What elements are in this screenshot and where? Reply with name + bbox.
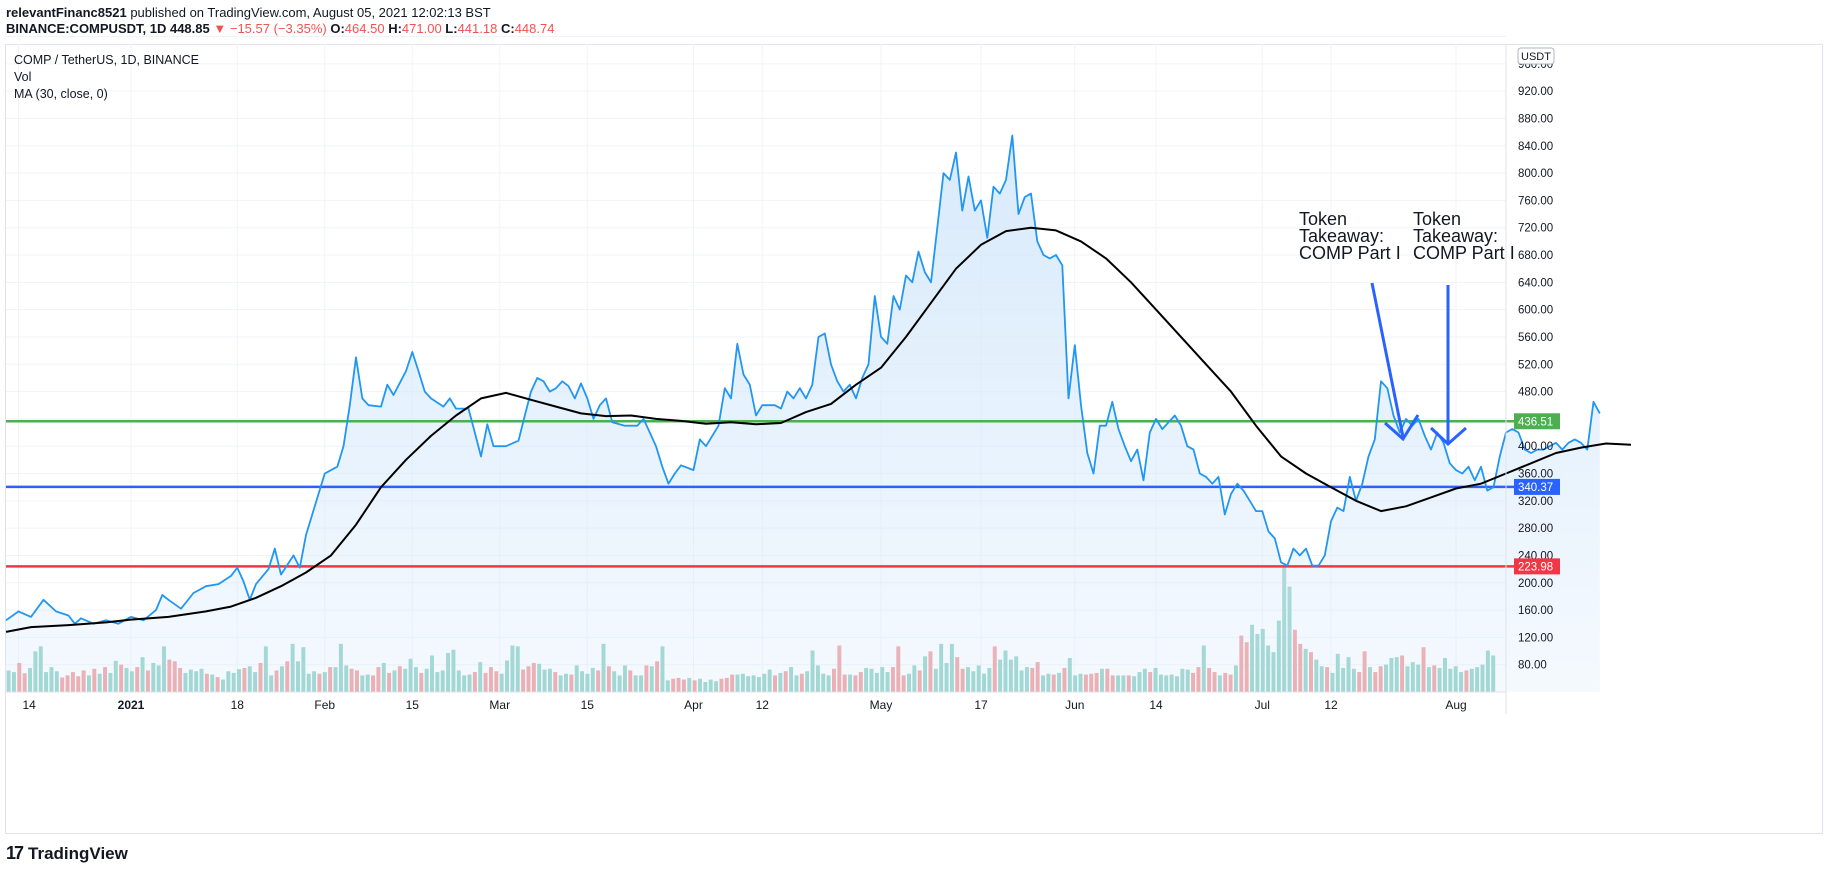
x-tick-label-1: 2021 — [118, 698, 145, 712]
published-text: published on TradingView.com, August 05,… — [130, 5, 491, 20]
last-price: 448.85 — [169, 21, 210, 36]
low-value: 441.18 — [457, 21, 498, 36]
annotation-0-line-2: COMP Part I — [1299, 243, 1401, 263]
x-tick-label-15: Aug — [1445, 698, 1466, 712]
annotation-0-line-0: Token — [1299, 209, 1347, 229]
unit-label: USDT — [1521, 51, 1551, 63]
x-tick-label-7: Apr — [684, 698, 703, 712]
y-tick-label-0: 80.00 — [1518, 660, 1547, 672]
y-tick-label-8: 400.00 — [1518, 441, 1553, 453]
level-label-2: 223.98 — [1518, 561, 1553, 573]
annotation-arrowhead-1 — [1429, 426, 1467, 447]
close-label: C: — [500, 21, 515, 36]
level-label-0: 436.51 — [1518, 416, 1553, 428]
x-tick-label-8: 12 — [756, 698, 770, 712]
annotation-1-line-1: Takeaway: — [1413, 226, 1498, 246]
y-tick-label-17: 760.00 — [1518, 195, 1553, 207]
open-label: O: — [330, 21, 345, 36]
y-tick-label-11: 520.00 — [1518, 359, 1553, 371]
y-tick-label-3: 200.00 — [1518, 578, 1553, 590]
y-tick-label-10: 480.00 — [1518, 387, 1553, 399]
ohlc-header: BINANCE:COMPUSDT, 1D 448.85 ▼ −15.57 (−3… — [6, 21, 554, 36]
y-tick-label-5: 280.00 — [1518, 523, 1553, 535]
level-badge-0 — [1514, 413, 1560, 430]
open-value: 464.50 — [344, 21, 385, 36]
y-tick-label-19: 840.00 — [1518, 141, 1553, 153]
legend-title[interactable]: COMP / TetherUS, 1D, BINANCE — [14, 53, 200, 67]
x-tick-label-6: 15 — [581, 698, 595, 712]
chart-frame — [5, 44, 1823, 834]
y-tick-label-14: 640.00 — [1518, 277, 1553, 289]
tradingview-logo-icon: 17 — [6, 843, 24, 863]
y-tick-label-13: 600.00 — [1518, 305, 1553, 317]
price-line — [5, 134, 1601, 625]
unit-badge — [1517, 47, 1555, 65]
y-tick-label-7: 360.00 — [1518, 469, 1553, 481]
change-arrow-icon: ▼ — [213, 21, 227, 36]
legend-ma[interactable]: MA (30, close, 0) — [14, 87, 108, 101]
tradingview-footer[interactable]: 17 TradingView — [6, 843, 128, 864]
high-value: 471.00 — [401, 21, 442, 36]
x-tick-label-5: Mar — [489, 698, 510, 712]
x-tick-label-9: May — [870, 698, 893, 712]
x-tick-label-10: 17 — [974, 698, 988, 712]
y-tick-label-18: 800.00 — [1518, 168, 1553, 180]
close-value: 448.74 — [514, 21, 555, 36]
y-tick-label-20: 880.00 — [1518, 113, 1553, 125]
y-tick-label-15: 680.00 — [1518, 250, 1553, 262]
x-tick-label-4: 15 — [406, 698, 420, 712]
legend-vol[interactable]: Vol — [14, 70, 32, 84]
tradingview-brand: TradingView — [28, 843, 128, 863]
x-tick-label-14: 12 — [1324, 698, 1338, 712]
annotation-arrow-0 — [1370, 282, 1405, 438]
x-tick-label-12: 14 — [1149, 698, 1163, 712]
y-tick-label-1: 120.00 — [1518, 632, 1553, 644]
y-tick-label-12: 560.00 — [1518, 332, 1553, 344]
x-tick-label-0: 14 — [23, 698, 37, 712]
x-tick-label-3: Feb — [314, 698, 335, 712]
annotation-0-line-1: Takeaway: — [1299, 226, 1384, 246]
x-tick-label-11: Jun — [1065, 698, 1084, 712]
moving-average-line — [5, 226, 1632, 633]
y-tick-label-21: 920.00 — [1518, 86, 1553, 98]
x-tick-label-13: Jul — [1255, 698, 1270, 712]
y-tick-label-2: 160.00 — [1518, 605, 1553, 617]
change-value: −15.57 (−3.35%) — [229, 21, 327, 36]
x-tick-label-2: 18 — [231, 698, 245, 712]
publisher-name[interactable]: relevantFinanc8521 — [6, 5, 127, 20]
annotation-1-line-2: COMP Part I — [1413, 243, 1515, 263]
high-label: H: — [388, 21, 402, 36]
y-tick-label-16: 720.00 — [1518, 223, 1553, 235]
y-tick-label-6: 320.00 — [1518, 496, 1553, 508]
symbol-line: BINANCE:COMPUSDT, 1D — [6, 21, 167, 36]
publish-info: relevantFinanc8521 published on TradingV… — [6, 5, 491, 20]
annotation-arrowhead-0 — [1384, 414, 1420, 442]
low-label: L: — [445, 21, 458, 36]
annotation-1-line-0: Token — [1413, 209, 1461, 229]
level-label-1: 340.37 — [1518, 482, 1553, 494]
level-badge-2 — [1514, 558, 1560, 575]
level-badge-1 — [1514, 478, 1560, 495]
